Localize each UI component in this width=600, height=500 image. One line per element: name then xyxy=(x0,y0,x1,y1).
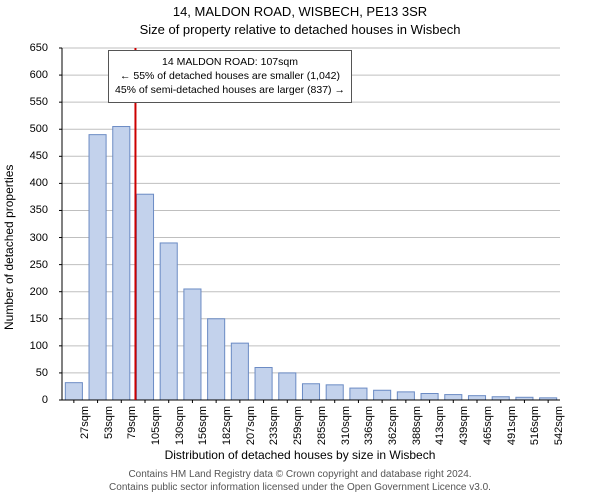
footer-line-1: Contains HM Land Registry data © Crown c… xyxy=(0,468,600,481)
plot-area: 050100150200250300350400450500550600650 … xyxy=(58,44,564,404)
y-tick-label: 650 xyxy=(8,42,48,54)
annotation-line-2: ← 55% of detached houses are smaller (1,… xyxy=(115,69,345,83)
x-axis-label: Distribution of detached houses by size … xyxy=(0,448,600,462)
annotation-line-1: 14 MALDON ROAD: 107sqm xyxy=(115,55,345,69)
y-tick-label: 50 xyxy=(8,367,48,379)
y-tick-label: 250 xyxy=(8,259,48,271)
footer-attribution: Contains HM Land Registry data © Crown c… xyxy=(0,464,600,500)
y-tick-label: 500 xyxy=(8,123,48,135)
y-tick-label: 350 xyxy=(8,204,48,216)
y-tick-label: 550 xyxy=(8,96,48,108)
title-address: 14, MALDON ROAD, WISBECH, PE13 3SR xyxy=(0,4,600,19)
y-tick-label: 150 xyxy=(8,313,48,325)
title-subtitle: Size of property relative to detached ho… xyxy=(0,22,600,37)
annotation-line-3: 45% of semi-detached houses are larger (… xyxy=(115,83,345,97)
y-tick-label: 200 xyxy=(8,286,48,298)
y-tick-label: 300 xyxy=(8,232,48,244)
annotation-box: 14 MALDON ROAD: 107sqm ← 55% of detached… xyxy=(108,50,352,103)
chart-container: 14, MALDON ROAD, WISBECH, PE13 3SR Size … xyxy=(0,0,600,500)
footer-line-2: Contains public sector information licen… xyxy=(0,481,600,494)
y-tick-label: 0 xyxy=(8,394,48,406)
y-tick-label: 400 xyxy=(8,177,48,189)
y-tick-label: 450 xyxy=(8,150,48,162)
y-tick-label: 600 xyxy=(8,69,48,81)
y-tick-label: 100 xyxy=(8,340,48,352)
y-axis-label: Number of detached properties xyxy=(2,165,16,330)
